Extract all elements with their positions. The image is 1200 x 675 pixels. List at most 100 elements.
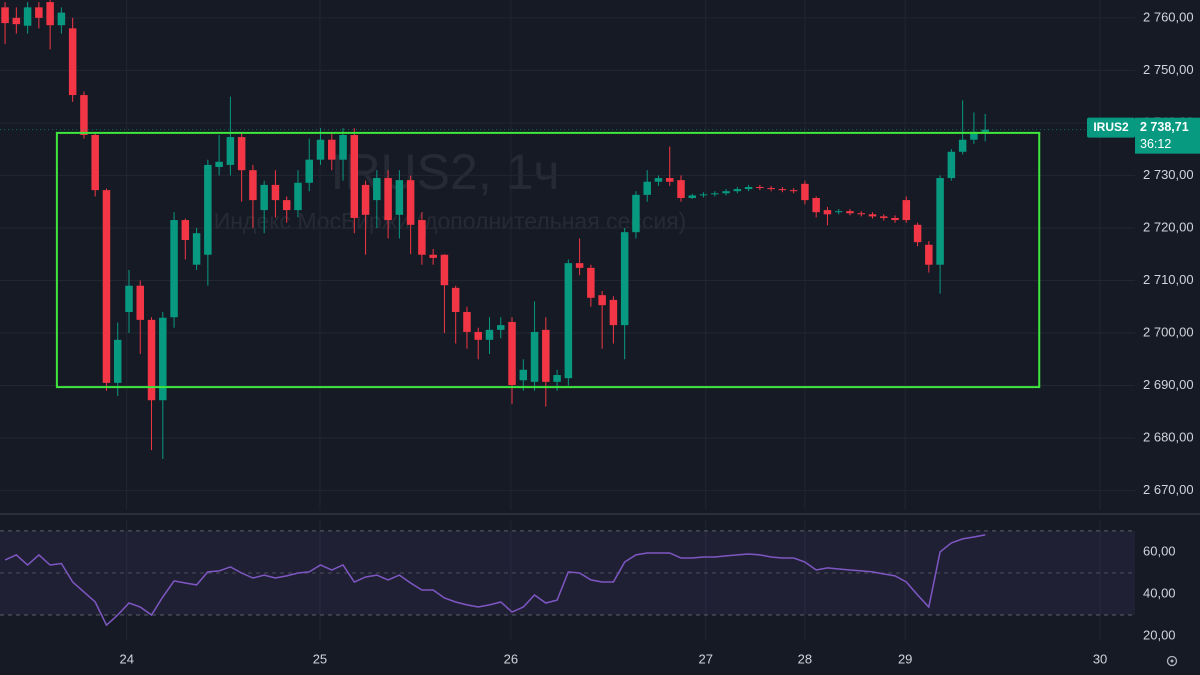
candle-body: [711, 193, 719, 195]
candle-body: [23, 7, 32, 26]
settings-icon[interactable]: [1166, 655, 1178, 667]
y-tick-label: 2 750,00: [1143, 62, 1194, 77]
candle-body: [643, 181, 651, 195]
rsi-tick-label: 40,00: [1143, 585, 1176, 600]
candle-body: [406, 180, 415, 225]
candle-body: [463, 311, 471, 332]
candle-body: [440, 254, 449, 286]
candle-body: [722, 191, 730, 194]
candle-body: [756, 186, 764, 189]
candle-body: [542, 329, 550, 382]
candle-body: [226, 137, 235, 165]
y-tick-label: 2 710,00: [1143, 272, 1194, 287]
candle-body: [958, 139, 967, 152]
rsi-tick-label: 20,00: [1143, 627, 1176, 642]
candle-body: [271, 184, 280, 201]
candle-body: [981, 129, 989, 132]
candle-body: [136, 285, 145, 320]
candle-body: [801, 183, 809, 201]
candle-body: [564, 263, 573, 379]
candle-body: [102, 190, 111, 383]
candle-body: [46, 2, 54, 26]
candle-body: [35, 7, 43, 18]
x-tick-label: 25: [313, 651, 327, 666]
x-tick-label: 24: [120, 651, 134, 666]
candle-body: [553, 375, 561, 382]
candle-body: [508, 321, 516, 385]
candle-body: [159, 317, 167, 401]
candle-body: [846, 211, 854, 214]
candle-body: [125, 285, 133, 312]
candle-body: [620, 232, 629, 326]
candle-body: [350, 134, 359, 218]
candle-body: [339, 134, 347, 160]
candle-body: [913, 224, 922, 243]
candle-body: [733, 189, 742, 192]
candle-body: [677, 180, 685, 199]
candle-body: [361, 184, 370, 215]
candle-body: [632, 194, 640, 233]
x-tick-label: 29: [898, 651, 912, 666]
candle-body: [429, 254, 437, 258]
range-box: [55, 131, 1041, 389]
candle-body: [857, 213, 865, 215]
x-tick-label: 26: [504, 651, 518, 666]
rsi-tick-label: 60,00: [1143, 543, 1176, 558]
candle-body: [204, 164, 212, 255]
y-tick-label: 2 680,00: [1143, 429, 1194, 444]
candle-body: [170, 220, 178, 318]
ticker-badge: [1087, 117, 1135, 138]
candle-body: [80, 95, 88, 135]
candle-body: [699, 194, 708, 196]
candle-body: [215, 161, 223, 168]
rsi-line: [4, 534, 986, 627]
candle-body: [192, 233, 201, 265]
candle-body: [68, 28, 77, 96]
candle-body: [237, 137, 246, 171]
y-tick-label: 2 730,00: [1143, 167, 1194, 182]
candle-body: [868, 214, 877, 217]
candle-body: [767, 188, 775, 190]
candle-body: [328, 139, 336, 160]
candle-body: [925, 244, 933, 265]
candle-body: [812, 198, 820, 213]
candle-body: [485, 329, 494, 340]
candle-body: [181, 220, 190, 241]
candle-body: [665, 178, 674, 182]
y-tick-label: 2 670,00: [1143, 482, 1194, 497]
candle-body: [891, 217, 899, 221]
candle-body: [316, 139, 325, 160]
candle-body: [12, 17, 21, 25]
icon-ring[interactable]: [1166, 655, 1178, 667]
candle-body: [744, 186, 753, 190]
icon-dot[interactable]: [1170, 659, 1174, 663]
candle-body: [823, 210, 832, 215]
candle-body: [113, 339, 122, 383]
candle-body: [654, 178, 663, 182]
candle-body: [880, 216, 888, 218]
candles: [1, 0, 989, 460]
candle-body: [147, 319, 156, 401]
candle-body: [609, 299, 618, 326]
ticker-label: IRUS2: [1093, 120, 1129, 134]
candle-body: [778, 189, 787, 191]
candle-body: [497, 325, 505, 330]
candle-body: [834, 211, 843, 213]
candle-body: [1, 7, 9, 24]
candle-body: [249, 170, 257, 201]
candle-body: [451, 287, 460, 312]
candle-body: [947, 151, 956, 179]
y-tick-label: 2 720,00: [1143, 219, 1194, 234]
price-badge: [1135, 117, 1200, 154]
candle-body: [57, 12, 66, 26]
y-tick-label: 2 700,00: [1143, 324, 1194, 339]
candle-body: [294, 182, 302, 211]
candle-body: [260, 184, 268, 211]
candle-body: [970, 131, 978, 140]
x-tick-label: 28: [798, 651, 812, 666]
countdown-label: 36:12: [1140, 137, 1171, 151]
candle-body: [282, 200, 291, 211]
